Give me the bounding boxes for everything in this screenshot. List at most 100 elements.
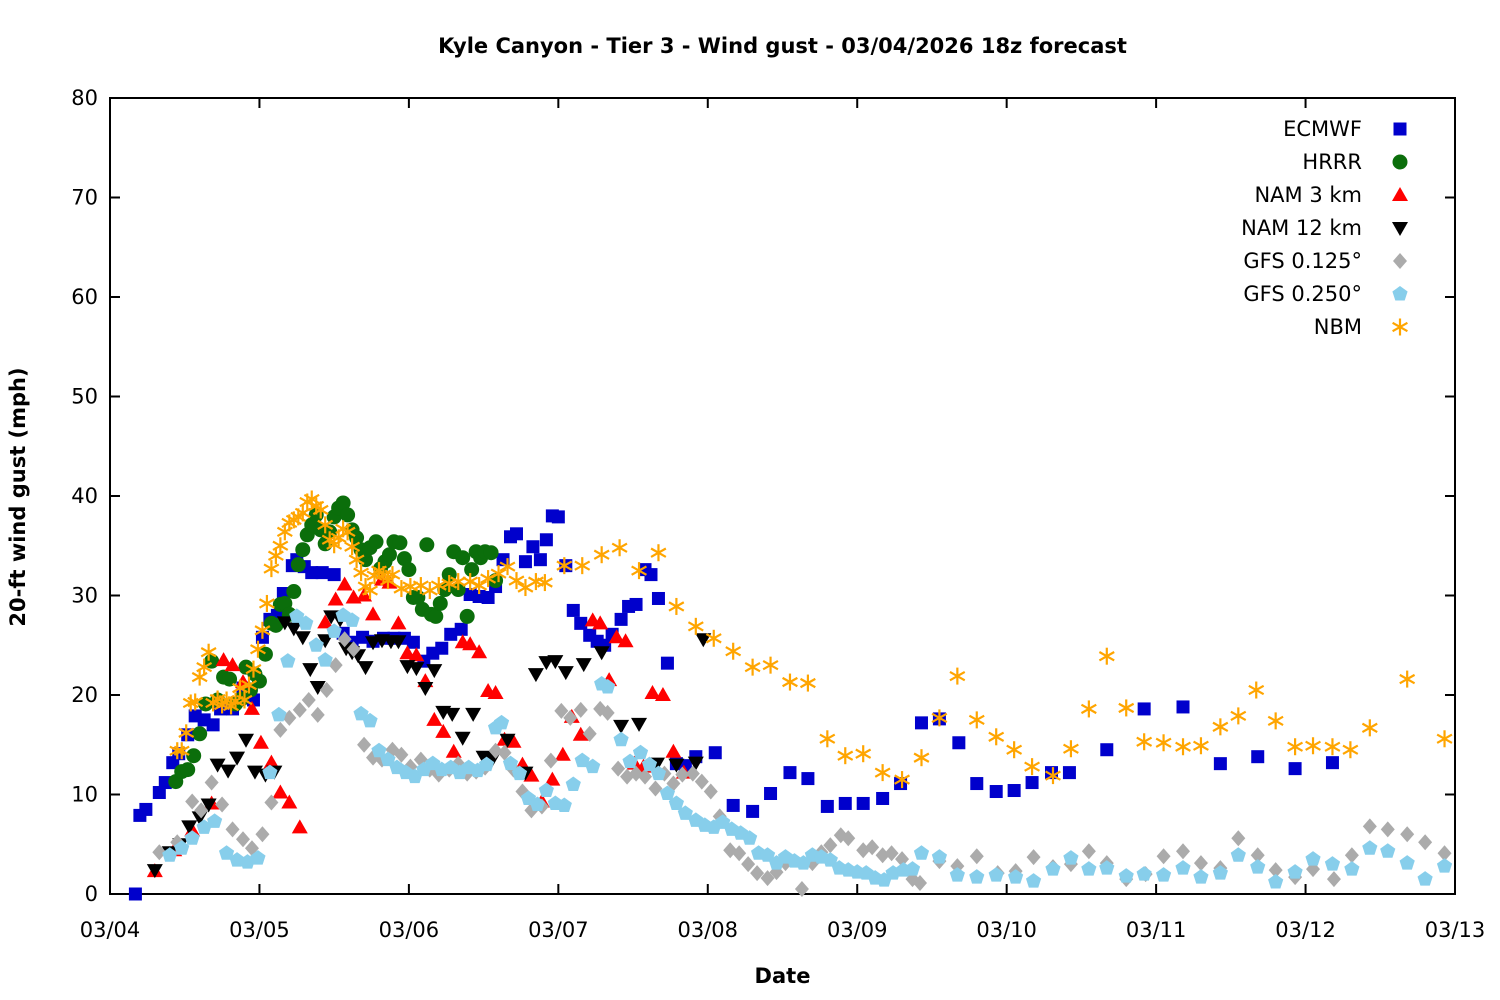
data-point: [317, 614, 334, 629]
data-point: [794, 881, 809, 898]
y-tick-label: 80: [71, 86, 98, 110]
data-point: [309, 681, 326, 696]
data-point: [856, 796, 870, 810]
data-point: [258, 594, 275, 612]
data-point: [204, 774, 219, 791]
data-point: [585, 758, 601, 774]
data-point: [455, 550, 471, 566]
data-point: [319, 682, 334, 699]
data-point: [264, 794, 279, 811]
data-point: [538, 782, 554, 798]
data-point: [593, 546, 610, 564]
chart-title: Kyle Canyon - Tier 3 - Wind gust - 03/04…: [438, 34, 1127, 58]
data-point: [236, 691, 253, 709]
data-point: [1287, 738, 1304, 756]
data-point: [225, 821, 240, 838]
data-point: [483, 545, 499, 561]
data-point: [1326, 871, 1341, 888]
data-point: [874, 764, 891, 782]
legend-label: HRRR: [1302, 149, 1362, 174]
data-point: [1136, 866, 1152, 881]
legend-label: NAM 3 km: [1254, 182, 1362, 207]
legend-label: NAM 12 km: [1241, 215, 1362, 240]
data-point: [614, 612, 628, 626]
data-point: [875, 847, 890, 864]
data-point: [668, 795, 684, 810]
data-point: [819, 730, 836, 748]
data-point: [783, 766, 797, 780]
data-point: [444, 627, 458, 641]
data-point: [1063, 850, 1079, 865]
data-point: [490, 565, 507, 583]
data-point: [726, 798, 740, 812]
data-point: [139, 802, 153, 816]
data-point: [263, 754, 280, 769]
y-tick-label: 20: [71, 683, 98, 707]
data-point: [200, 798, 217, 813]
data-point: [1250, 859, 1266, 874]
data-point: [1437, 845, 1452, 862]
data-point: [173, 742, 190, 760]
data-point: [913, 749, 930, 767]
data-point: [1136, 733, 1153, 751]
x-tick-label: 03/08: [678, 918, 739, 942]
data-point: [644, 568, 658, 582]
data-point: [648, 780, 663, 797]
data-point: [435, 641, 449, 655]
data-point: [1176, 843, 1191, 860]
legend-label: NBM: [1313, 314, 1362, 339]
data-point: [236, 831, 251, 848]
x-tick-label: 03/12: [1275, 918, 1336, 942]
data-point: [554, 702, 569, 719]
data-point: [518, 555, 532, 569]
data-point: [1212, 865, 1228, 880]
data-point: [536, 574, 553, 592]
data-point: [650, 544, 667, 562]
data-point: [1324, 738, 1341, 756]
data-point: [527, 668, 544, 683]
data-point: [146, 864, 163, 879]
data-point: [822, 852, 838, 867]
data-point: [1025, 873, 1042, 888]
data-point: [563, 709, 578, 726]
y-tick-label: 40: [71, 484, 98, 508]
data-point: [508, 572, 525, 590]
legend-item-NBM: NBM: [1241, 310, 1438, 343]
data-point: [865, 839, 880, 856]
data-point: [344, 538, 361, 556]
data-point: [1362, 840, 1378, 855]
data-point: [1399, 855, 1415, 870]
data-point: [462, 636, 479, 651]
data-point: [1100, 743, 1114, 757]
data-point: [1361, 719, 1378, 737]
series-NBM: [169, 490, 1453, 789]
data-point: [556, 557, 573, 575]
data-point: [286, 584, 302, 600]
y-tick-label: 0: [85, 882, 98, 906]
data-point: [393, 580, 410, 598]
data-point: [243, 700, 260, 715]
data-point: [695, 633, 712, 648]
data-point: [326, 623, 342, 638]
data-point: [694, 773, 709, 790]
data-point: [641, 756, 658, 772]
data-point: [220, 764, 237, 779]
data-point: [187, 693, 204, 711]
data-point: [1156, 848, 1171, 865]
data-point: [1268, 874, 1284, 889]
data-point: [224, 657, 241, 672]
data-point: [566, 603, 580, 617]
data-point: [271, 706, 287, 722]
legend-label: GFS 0.250°: [1243, 281, 1362, 306]
data-point: [340, 507, 356, 523]
data-point: [251, 673, 267, 689]
data-point: [1137, 702, 1151, 716]
data-point: [1081, 843, 1096, 860]
data-point: [392, 535, 408, 551]
data-point: [335, 495, 351, 511]
legend-item-ECMWF: ECMWF: [1241, 112, 1438, 145]
data-point: [613, 731, 629, 747]
legend-item-HRRR: HRRR: [1241, 145, 1438, 178]
data-point: [526, 540, 540, 554]
data-point: [305, 566, 319, 580]
